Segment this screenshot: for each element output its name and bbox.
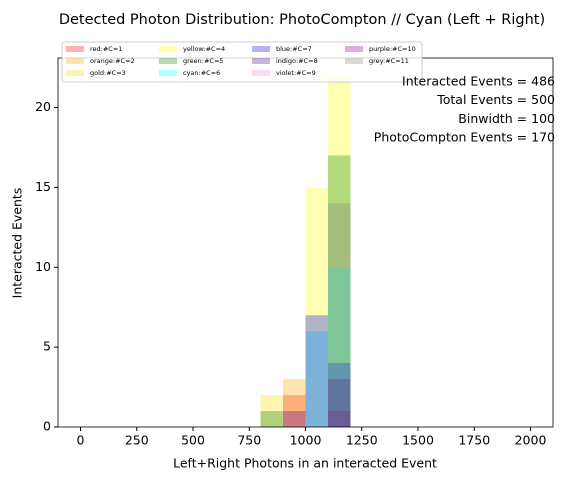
y-tick-label: 15 (35, 179, 51, 194)
bar (260, 395, 283, 427)
legend-swatch (159, 58, 177, 64)
bar (328, 411, 351, 427)
bar (328, 267, 351, 427)
legend-label: purple:#C=10 (369, 45, 416, 53)
x-tick-label: 1750 (458, 433, 490, 448)
legend-swatch (66, 58, 84, 64)
bar (305, 315, 328, 427)
legend-swatch (66, 46, 84, 52)
bar (328, 203, 351, 427)
bar (328, 379, 351, 427)
legend-label: cyan:#C=6 (183, 69, 220, 77)
legend-frame (61, 41, 423, 83)
bar (305, 187, 328, 427)
legend-label: orange:#C=2 (90, 57, 135, 65)
legend-swatch (66, 70, 84, 76)
x-tick-label: 1000 (290, 433, 322, 448)
y-tick-label: 10 (35, 259, 51, 274)
bar (328, 363, 351, 427)
y-axis-label: Interacted Events (10, 188, 25, 299)
y-tick-label: 0 (43, 419, 51, 434)
x-axis-label: Left+Right Photons in an interacted Even… (173, 456, 437, 471)
chart-title: Detected Photon Distribution: PhotoCompt… (59, 12, 545, 28)
y-tick-label: 5 (43, 339, 51, 354)
x-tick-label: 500 (181, 433, 205, 448)
bar (260, 411, 283, 427)
legend-label: violet:#C=9 (276, 69, 316, 77)
legend-swatch (252, 46, 270, 52)
bar (328, 155, 351, 427)
legend-swatch (252, 58, 270, 64)
legend-label: red:#C=1 (90, 45, 122, 53)
bar (283, 411, 306, 427)
x-tick-label: 750 (237, 433, 261, 448)
legend-swatch (159, 70, 177, 76)
bar (283, 395, 306, 427)
legend-swatch (345, 58, 363, 64)
annotation: Interacted Events = 486 (402, 74, 555, 89)
legend-label: gold:#C=3 (90, 69, 126, 77)
annotation: PhotoCompton Events = 170 (374, 130, 555, 145)
legend-swatch (345, 46, 363, 52)
bar (305, 331, 328, 427)
annotation: Binwidth = 100 (458, 111, 555, 126)
legend-label: green:#C=5 (183, 57, 224, 65)
bar (328, 75, 351, 428)
bar (283, 379, 306, 427)
legend-label: yellow:#C=4 (183, 45, 225, 53)
x-tick-label: 1500 (402, 433, 434, 448)
legend-label: indigo:#C=8 (276, 57, 318, 65)
y-tick-label: 20 (35, 99, 51, 114)
x-tick-label: 0 (77, 433, 85, 448)
legend-label: grey:#C=11 (369, 57, 409, 65)
legend-label: blue:#C=7 (276, 45, 312, 53)
annotation: Total Events = 500 (436, 92, 555, 107)
x-tick-label: 1250 (346, 433, 378, 448)
legend-swatch (252, 70, 270, 76)
x-tick-label: 250 (125, 433, 149, 448)
x-tick-label: 2000 (515, 433, 547, 448)
legend-swatch (159, 46, 177, 52)
